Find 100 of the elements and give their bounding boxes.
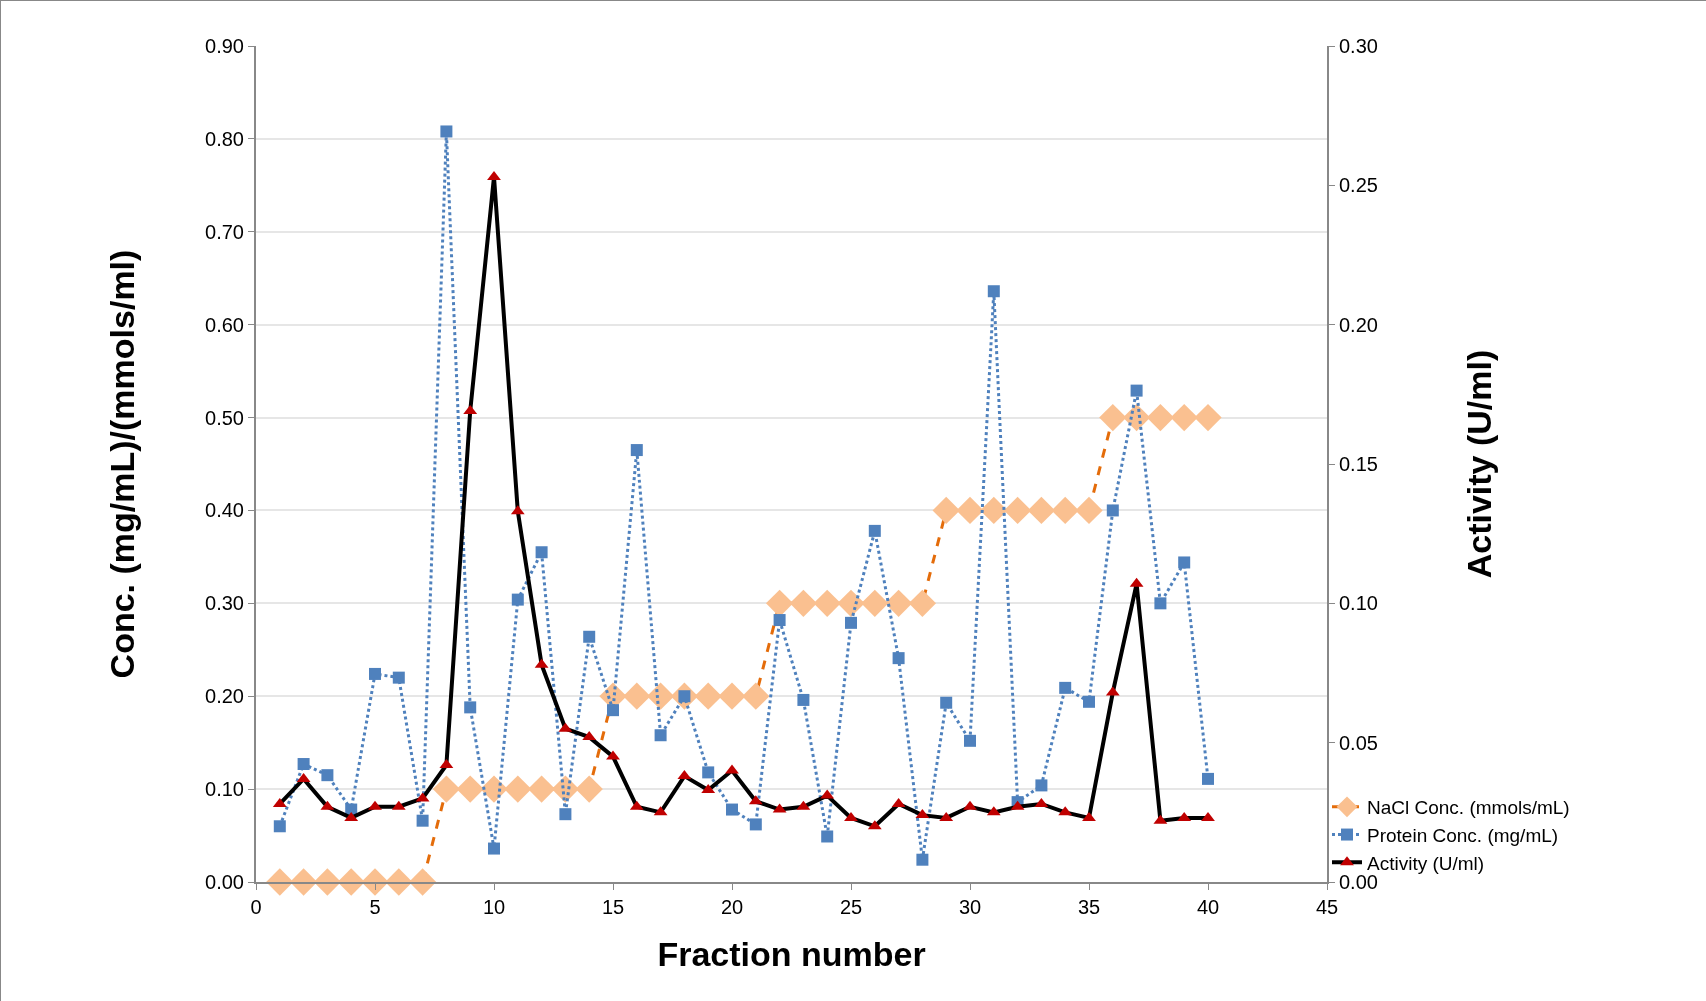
x-tick-label: 25 — [839, 896, 863, 918]
point — [908, 589, 937, 617]
point — [1170, 403, 1198, 432]
point — [1106, 504, 1119, 517]
y-tick-label: 0.70 — [205, 220, 244, 243]
point — [1178, 556, 1191, 569]
point — [749, 818, 762, 831]
x-tick-label: 10 — [482, 896, 506, 918]
y-tick-label: 0.50 — [205, 406, 244, 429]
point — [1027, 496, 1056, 525]
point — [765, 589, 794, 617]
point — [1035, 779, 1048, 792]
point — [956, 496, 984, 525]
point — [575, 775, 603, 803]
x-tick-label: 30 — [958, 896, 982, 918]
point — [583, 630, 596, 643]
y-tick-label: 0.90 — [205, 35, 244, 57]
point — [321, 769, 334, 782]
point — [623, 682, 651, 710]
point — [725, 764, 739, 774]
point — [773, 614, 786, 627]
point — [980, 496, 1008, 525]
point — [408, 868, 437, 896]
point — [892, 652, 905, 665]
point — [1099, 403, 1127, 432]
point — [868, 524, 881, 537]
point — [416, 814, 429, 827]
point — [289, 868, 318, 896]
point — [630, 444, 643, 457]
point — [789, 589, 818, 617]
legend-label: NaCl Conc. (mmols/mL) — [1367, 797, 1570, 819]
y-tick-label: 0.30 — [205, 592, 244, 615]
x-tick-label: 0 — [250, 896, 262, 918]
point — [940, 696, 953, 709]
legend-label: Activity (U/ml) — [1367, 852, 1485, 874]
point — [884, 589, 913, 617]
x-axis-title: Fraction number — [657, 934, 926, 973]
point — [440, 125, 453, 138]
point — [932, 496, 960, 525]
point — [535, 546, 548, 559]
x-tick-label: 20 — [720, 896, 744, 918]
point — [963, 800, 977, 810]
y-tick-label: 0.10 — [205, 778, 244, 801]
point — [1003, 496, 1032, 525]
point — [1059, 681, 1072, 694]
point — [844, 811, 858, 821]
point — [987, 285, 1000, 298]
point — [432, 775, 461, 803]
point — [654, 729, 667, 742]
x-tick-label: 35 — [1077, 896, 1101, 918]
point — [797, 693, 810, 706]
y-tick-label: 0.80 — [205, 127, 244, 150]
point — [559, 808, 572, 821]
x-tick-label: 45 — [1315, 896, 1339, 918]
point — [1202, 772, 1214, 785]
point — [464, 701, 477, 714]
point — [1201, 811, 1215, 821]
y2-tick-label: 0.25 — [1339, 174, 1378, 197]
x-tick-label: 15 — [601, 896, 625, 918]
point — [607, 704, 619, 717]
point — [1154, 597, 1167, 610]
y2-tick-label: 0.15 — [1339, 453, 1378, 475]
point — [1146, 403, 1175, 432]
point — [742, 682, 770, 710]
point — [368, 800, 382, 810]
point — [273, 820, 286, 833]
point — [488, 842, 500, 855]
y-axis-title: Conc. (mg/mL)/(mmols/ml) — [103, 249, 142, 679]
point — [916, 853, 929, 866]
point — [702, 766, 715, 779]
y-tick-label: 0.60 — [205, 313, 244, 336]
point — [504, 775, 532, 803]
point — [1082, 811, 1096, 821]
point — [726, 803, 738, 816]
point — [527, 775, 556, 803]
y2-tick-label: 0.20 — [1339, 313, 1378, 336]
point — [694, 682, 722, 710]
y-tick-label: 0.00 — [205, 871, 244, 893]
point — [861, 589, 889, 617]
point — [1194, 403, 1222, 432]
point — [1075, 496, 1103, 525]
point — [821, 830, 834, 843]
legend-label: Protein Conc. (mg/mL) — [1367, 824, 1559, 846]
point — [456, 775, 484, 803]
point — [487, 170, 501, 180]
point — [718, 682, 746, 710]
point — [1130, 384, 1143, 397]
y2-tick-label: 0.10 — [1339, 592, 1378, 615]
point — [845, 616, 857, 629]
point — [1051, 496, 1079, 525]
point — [964, 734, 976, 747]
point — [297, 758, 310, 771]
y-tick-label: 0.20 — [205, 685, 244, 708]
point — [813, 589, 841, 617]
x-tick-label: 40 — [1196, 896, 1220, 918]
point — [606, 750, 620, 760]
point — [646, 682, 675, 710]
point — [369, 667, 381, 680]
point — [511, 593, 524, 606]
y2-tick-label: 0.30 — [1339, 35, 1378, 57]
